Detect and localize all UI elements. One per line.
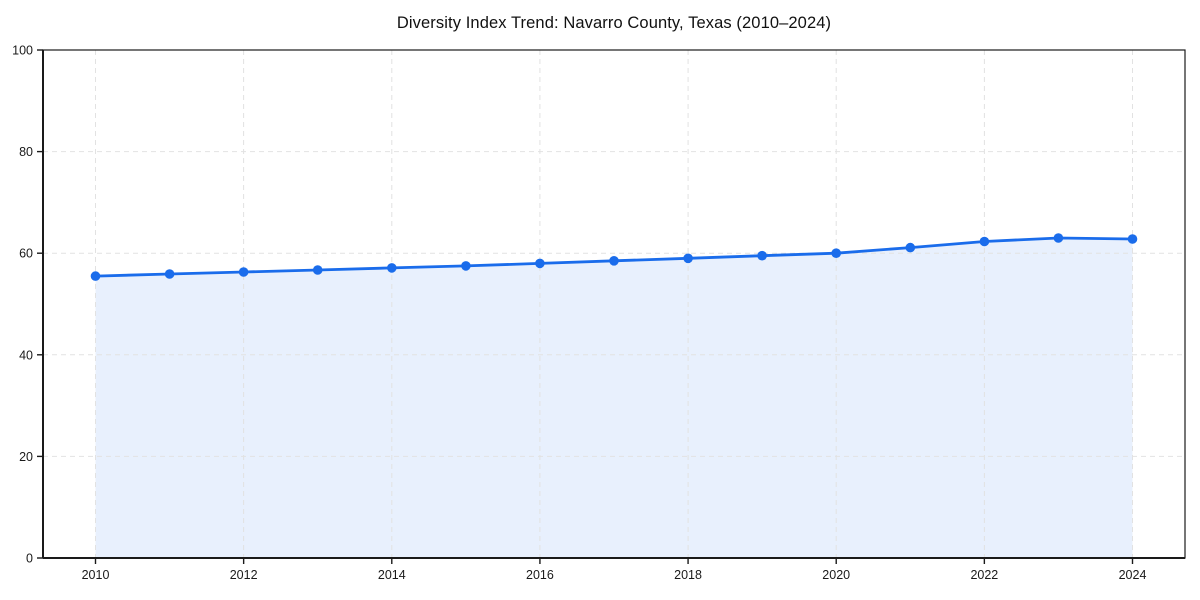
y-tick-label: 100 [12,44,33,58]
data-point-2022 [979,236,990,247]
data-point-2020 [831,248,841,258]
data-point-2015 [461,261,471,271]
x-tick-label: 2016 [526,568,554,582]
y-tick-label: 80 [19,145,33,159]
data-point-2019 [757,250,767,261]
x-tick-label: 2012 [230,568,258,582]
data-point-2023 [1053,233,1064,243]
x-tick-label: 2010 [82,568,110,582]
data-point-2021 [905,242,916,253]
area-fill [95,238,1133,558]
y-tick-label: 20 [19,450,33,464]
y-tick-label: 40 [19,348,33,362]
data-point-2017 [609,255,619,266]
x-tick-label: 2014 [378,568,406,582]
x-tick-label: 2020 [822,568,850,582]
x-tick-label: 2022 [970,568,998,582]
x-tick-label: 2024 [1119,568,1147,582]
y-tick-label: 0 [26,552,33,566]
data-point-2016 [535,258,545,269]
data-point-2013 [312,265,323,275]
chart-title: Diversity Index Trend: Navarro County, T… [396,14,832,32]
data-point-2010 [90,271,101,281]
data-point-2024 [1127,234,1138,244]
data-point-2018 [683,253,693,264]
data-point-2014 [387,263,397,273]
data-point-2012 [238,267,249,277]
data-point-2011 [164,269,175,279]
x-tick-label: 2018 [674,568,702,582]
y-tick-label: 60 [19,247,33,261]
